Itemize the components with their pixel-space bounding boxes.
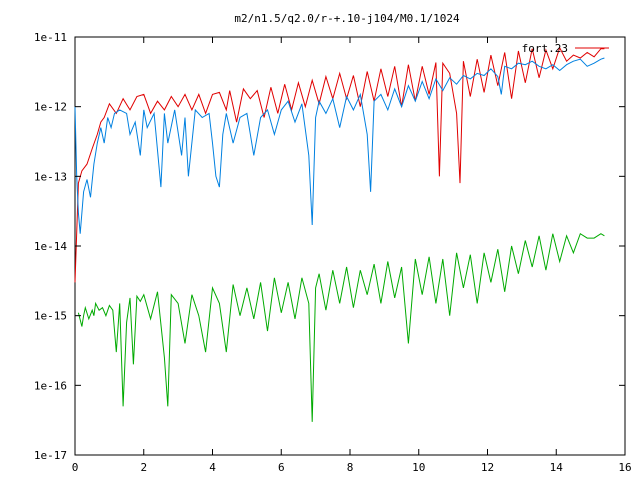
x-tick-label: 2 bbox=[140, 461, 147, 474]
x-tick-label: 16 bbox=[618, 461, 631, 474]
legend: fort.23 bbox=[522, 42, 609, 55]
y-tick-label: 1e-11 bbox=[34, 31, 67, 44]
x-tick-label: 8 bbox=[347, 461, 354, 474]
chart-title: m2/n1.5/q2.0/r-+.10-j104/M0.1/1024 bbox=[234, 12, 460, 25]
series-line-3 bbox=[77, 232, 605, 422]
y-tick-label: 1e-12 bbox=[34, 101, 67, 114]
y-tick-label: 1e-13 bbox=[34, 170, 67, 183]
y-tick-label: 1e-14 bbox=[34, 240, 67, 253]
x-tick-label: 14 bbox=[550, 461, 564, 474]
series-line-2 bbox=[74, 57, 605, 234]
x-tick-label: 12 bbox=[481, 461, 494, 474]
x-axis: 0 2 4 6 8 10 12 14 16 bbox=[72, 37, 632, 474]
x-tick-label: 6 bbox=[278, 461, 285, 474]
series-layer bbox=[74, 46, 605, 422]
x-tick-label: 4 bbox=[209, 461, 216, 474]
y-tick-label: 1e-16 bbox=[34, 379, 67, 392]
x-tick-label: 0 bbox=[72, 461, 79, 474]
y-tick-label: 1e-15 bbox=[34, 310, 67, 323]
y-axis: 1e-17 1e-16 1e-15 1e-14 1e-13 1e-12 1e-11 bbox=[34, 31, 625, 462]
y-tick-label: 1e-17 bbox=[34, 449, 67, 462]
legend-label: fort.23 bbox=[522, 42, 568, 55]
plot-frame bbox=[74, 36, 626, 456]
series-line-1 bbox=[74, 46, 605, 283]
x-tick-label: 10 bbox=[412, 461, 425, 474]
